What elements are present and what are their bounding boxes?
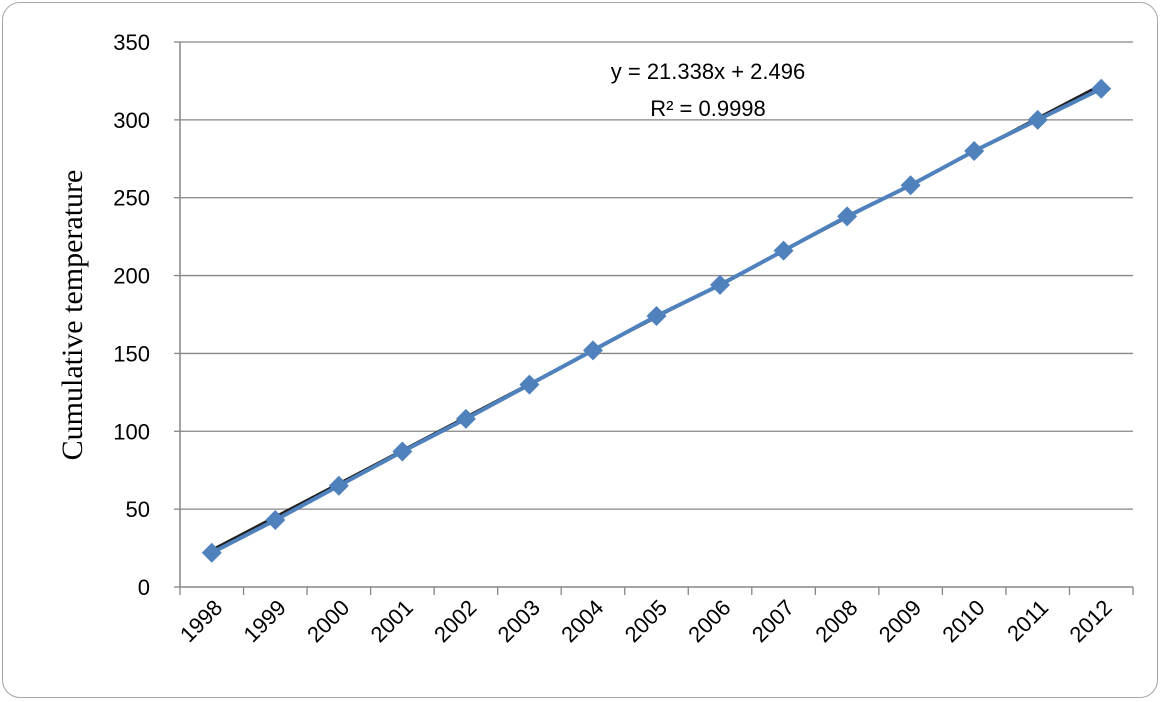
x-tick-label: 2000	[302, 595, 354, 647]
x-tick-label: 2009	[874, 595, 926, 647]
x-tick-label: 2008	[810, 595, 862, 647]
x-tick-label: 1998	[175, 595, 227, 647]
data-points	[201, 78, 1112, 563]
data-point	[265, 510, 286, 531]
y-tick-label: 350	[113, 30, 150, 55]
y-tick-label: 200	[113, 264, 150, 289]
y-tick-label: 150	[113, 341, 150, 366]
data-point	[964, 141, 985, 161]
data-point	[519, 374, 540, 395]
y-tick-label: 300	[113, 108, 150, 133]
data-point	[582, 340, 603, 361]
y-axis-title: Cumulative temperature	[56, 170, 89, 461]
grid-lines	[180, 41, 1133, 510]
data-point	[773, 240, 794, 261]
y-tick-label: 50	[126, 497, 150, 522]
r-squared-label: R² = 0.9998	[650, 96, 766, 121]
data-point	[201, 542, 222, 563]
data-point	[837, 206, 858, 227]
x-tick-label: 2011	[1002, 595, 1053, 646]
y-tick-label: 100	[113, 419, 150, 444]
x-tick-labels: 1998 1999 2000 2001 2002 2003 2004 2005 2006 2007…	[175, 595, 1117, 647]
y-tick-label: 250	[113, 186, 150, 211]
y-tick-labels: 0 50 100 150 200 250 300 350	[113, 30, 150, 600]
x-tick-label: 2002	[429, 595, 481, 647]
x-tick-label: 2004	[556, 595, 608, 647]
x-tick-label: 2012	[1064, 595, 1116, 647]
axes	[174, 41, 1134, 595]
x-tick-label: 2003	[493, 595, 545, 647]
y-tick-label: 0	[138, 575, 150, 600]
data-point	[455, 408, 476, 429]
x-tick-label: 2007	[747, 595, 799, 647]
x-tick-label: 2006	[683, 595, 735, 647]
x-tick-label: 2001	[366, 595, 418, 647]
x-tick-label: 2005	[620, 595, 672, 647]
x-tick-label: 2010	[937, 595, 989, 647]
data-point	[1027, 109, 1048, 130]
data-point	[646, 306, 667, 327]
x-tick-label: 1999	[239, 595, 291, 647]
trendline-equation: y = 21.338x + 2.496	[611, 59, 806, 84]
data-point	[1091, 78, 1112, 99]
data-point	[392, 441, 413, 462]
data-point	[900, 175, 921, 196]
data-point	[328, 475, 349, 496]
data-point	[710, 274, 731, 295]
